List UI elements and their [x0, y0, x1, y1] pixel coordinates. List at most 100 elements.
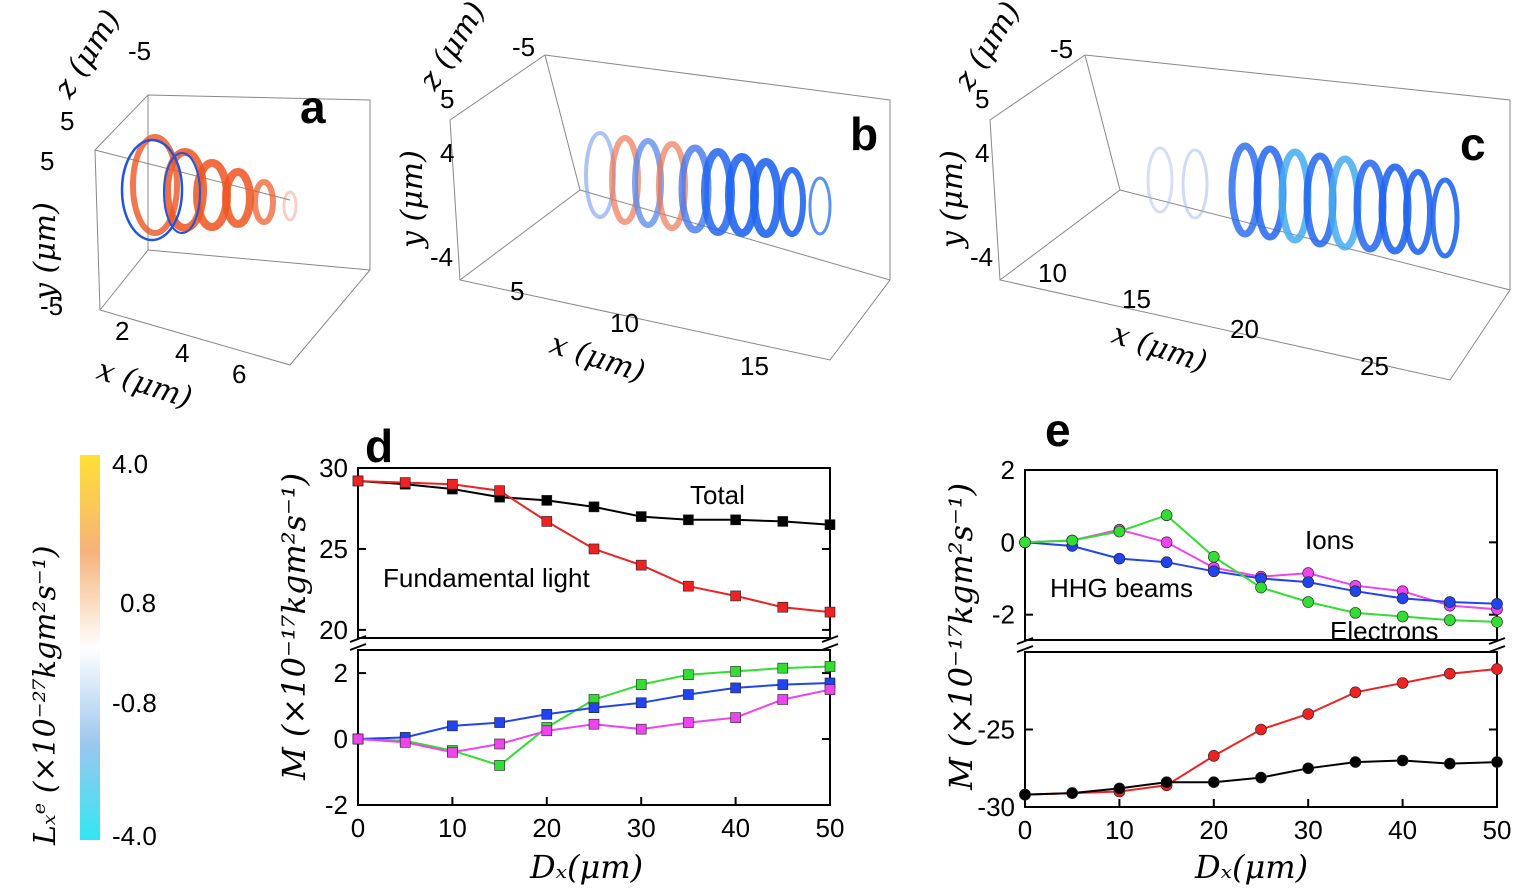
axis-break-mark	[349, 643, 367, 651]
x-tick-label: 30	[627, 813, 656, 843]
axis-break-mark	[349, 635, 367, 643]
data-point-fundamental	[1491, 663, 1503, 675]
data-point-electrons	[1396, 610, 1409, 623]
data-point-ions	[399, 737, 411, 748]
z-tick: 5	[60, 106, 74, 136]
x-tick: 15	[1122, 284, 1151, 314]
data-point-fundamental	[1396, 677, 1409, 689]
axis-break-mark	[821, 643, 839, 651]
data-point-electrons	[1444, 614, 1456, 626]
colorbar-tick: -0.8	[112, 688, 157, 718]
data-point-hhg-beams	[1444, 596, 1456, 608]
z-axis-label: z (μm)	[47, 4, 128, 105]
data-point-ions	[777, 694, 789, 705]
data-point-fundamental-light	[494, 485, 505, 496]
data-point-ions	[1160, 536, 1173, 549]
x-axis-label: x (μm)	[1108, 316, 1212, 380]
x-tick: 20	[1230, 314, 1259, 344]
x-tick-label: 20	[532, 813, 561, 843]
z-tick: 5	[975, 84, 989, 114]
y-tick: 4	[975, 138, 989, 168]
data-point-electrons	[730, 666, 741, 677]
data-point-fundamental	[1444, 667, 1456, 680]
y-tick-label: 2	[1001, 455, 1015, 485]
data-point-ions	[730, 712, 741, 723]
data-point-hhg-beams	[1396, 592, 1409, 605]
data-point-electrons	[1019, 536, 1031, 549]
data-point-ions	[824, 684, 836, 695]
x-tick-label: 10	[1105, 815, 1134, 845]
data-point-ions	[447, 746, 458, 758]
helix-c	[1146, 142, 1460, 259]
panel-a-3d: a 5 -5 5 -5 2 4 6 z (μm) y (μm) x (μm)	[28, 4, 371, 416]
x-tick-label: 30	[1294, 815, 1323, 845]
x-tick: 2	[115, 316, 129, 346]
data-point-hhg-beams	[1113, 552, 1126, 565]
data-point-total	[1255, 771, 1267, 784]
x-tick: 25	[1360, 351, 1389, 381]
panel-label: c	[1460, 118, 1486, 170]
x-tick-label: 20	[1199, 815, 1228, 845]
y-tick-label: 0	[334, 724, 348, 754]
data-point-ions	[541, 725, 553, 737]
data-point-fundamental	[1349, 686, 1362, 699]
helix-b	[584, 131, 832, 238]
annotation-total: Total	[690, 480, 745, 510]
panel-label: b	[850, 108, 878, 160]
x-tick: 6	[232, 359, 246, 389]
x-tick: 10	[610, 308, 639, 338]
data-point-total	[541, 495, 553, 506]
data-point-ions	[494, 738, 505, 750]
panel-c-3d: c 5 -5 4 -4 10 15 20 25 z (μm) y (μm) x …	[935, 0, 1511, 381]
annotation-ions: Ions	[1305, 525, 1354, 555]
z-tick: -5	[128, 36, 151, 66]
x-tick-label: 0	[351, 813, 365, 843]
data-point-fundamental-light	[730, 590, 741, 602]
data-point-hhg-beams	[541, 709, 553, 720]
data-point-electrons	[1491, 616, 1503, 628]
y-tick: 4	[440, 138, 454, 168]
data-point-total	[588, 501, 600, 513]
data-point-electrons	[494, 760, 505, 771]
z-tick: -5	[1050, 34, 1073, 64]
series-line-electrons	[357, 665, 831, 767]
data-point-hhg-beams	[1491, 598, 1503, 610]
data-point-hhg-beams	[1302, 576, 1314, 588]
data-point-total	[683, 514, 694, 526]
data-point-fundamental-light	[824, 606, 836, 618]
data-point-fundamental	[1302, 708, 1314, 720]
data-point-total	[777, 516, 789, 527]
data-point-electrons	[1113, 525, 1126, 538]
data-point-electrons	[1208, 551, 1220, 563]
helix-a	[120, 134, 298, 242]
data-point-hhg-beams	[635, 697, 647, 709]
chart-d: d Total Fundamental light Dₓ(μm) M (×10⁻…	[275, 420, 844, 886]
data-point-total	[1160, 776, 1173, 789]
data-point-hhg-beams	[1208, 565, 1220, 578]
data-point-hhg-beams	[494, 717, 505, 728]
annotation-hhg-beams: HHG beams	[1050, 573, 1193, 603]
data-point-fundamental-light	[352, 475, 364, 487]
data-point-fundamental-light	[541, 516, 553, 527]
data-point-fundamental-light	[683, 580, 694, 592]
data-point-electrons	[1160, 509, 1173, 522]
y-tick: -5	[40, 291, 63, 321]
panel-label: a	[300, 81, 326, 133]
plot-frame-upper	[357, 467, 831, 639]
x-tick-label: 0	[1018, 815, 1032, 845]
x-tick-label: 10	[438, 813, 467, 843]
x-tick-label: 50	[1483, 815, 1512, 845]
data-point-fundamental	[1208, 750, 1220, 762]
x-tick: 15	[740, 351, 769, 381]
data-point-total	[824, 519, 836, 530]
data-point-total	[1491, 756, 1503, 768]
z-axis-label: z (μm)	[947, 0, 1028, 97]
data-point-hhg-beams	[1160, 556, 1173, 569]
data-point-total	[635, 511, 647, 522]
data-point-fundamental-light	[588, 543, 600, 555]
annotation-fundamental-light: Fundamental light	[383, 563, 590, 593]
colorbar-label: Lₓᵉ (×10⁻²⁷kgm²s⁻¹)	[28, 546, 63, 846]
data-point-hhg-beams	[683, 689, 694, 700]
axis-break-mark	[1488, 637, 1506, 645]
